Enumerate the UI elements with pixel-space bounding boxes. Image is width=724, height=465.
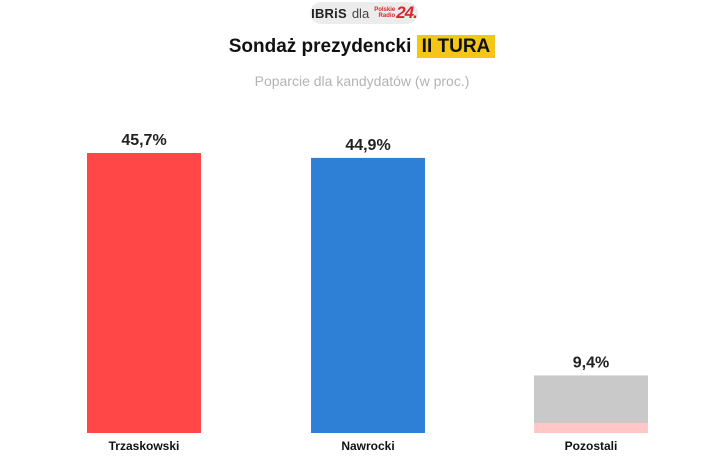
logo-word-2: Radio (378, 13, 396, 19)
category-label-trzaskowski: Trzaskowski (109, 439, 180, 453)
polskie-radio-24-logo: Polskie Radio 24. (374, 3, 418, 23)
chart-title: Sondaż prezydencki II TURA (0, 35, 724, 58)
category-label-pozostali: Pozostali (565, 439, 618, 453)
logo-number: 24. (396, 3, 418, 22)
logo-word-1: Polskie (374, 7, 396, 13)
chart-title-highlight: II TURA (416, 35, 496, 58)
bar-trzaskowski (87, 153, 201, 433)
source-badge: IBRiS dla Polskie Radio 24. (310, 2, 418, 24)
category-label-nawrocki: Nawrocki (341, 439, 394, 453)
value-label-pozostali: 9,4% (573, 354, 609, 371)
chart-subtitle: Poparcie dla kandydatów (w proc.) (254, 73, 470, 89)
bar-pozostali-accent (534, 423, 648, 433)
value-label-nawrocki: 44,9% (345, 137, 390, 154)
bar-nawrocki (311, 157, 425, 433)
chart-title-main: Sondaż prezydencki (228, 36, 412, 57)
source-connector: dla (351, 5, 370, 21)
value-label-trzaskowski: 45,7% (121, 132, 166, 149)
logo-words: Polskie Radio (374, 7, 395, 19)
pollster-name: IBRiS (311, 5, 347, 21)
